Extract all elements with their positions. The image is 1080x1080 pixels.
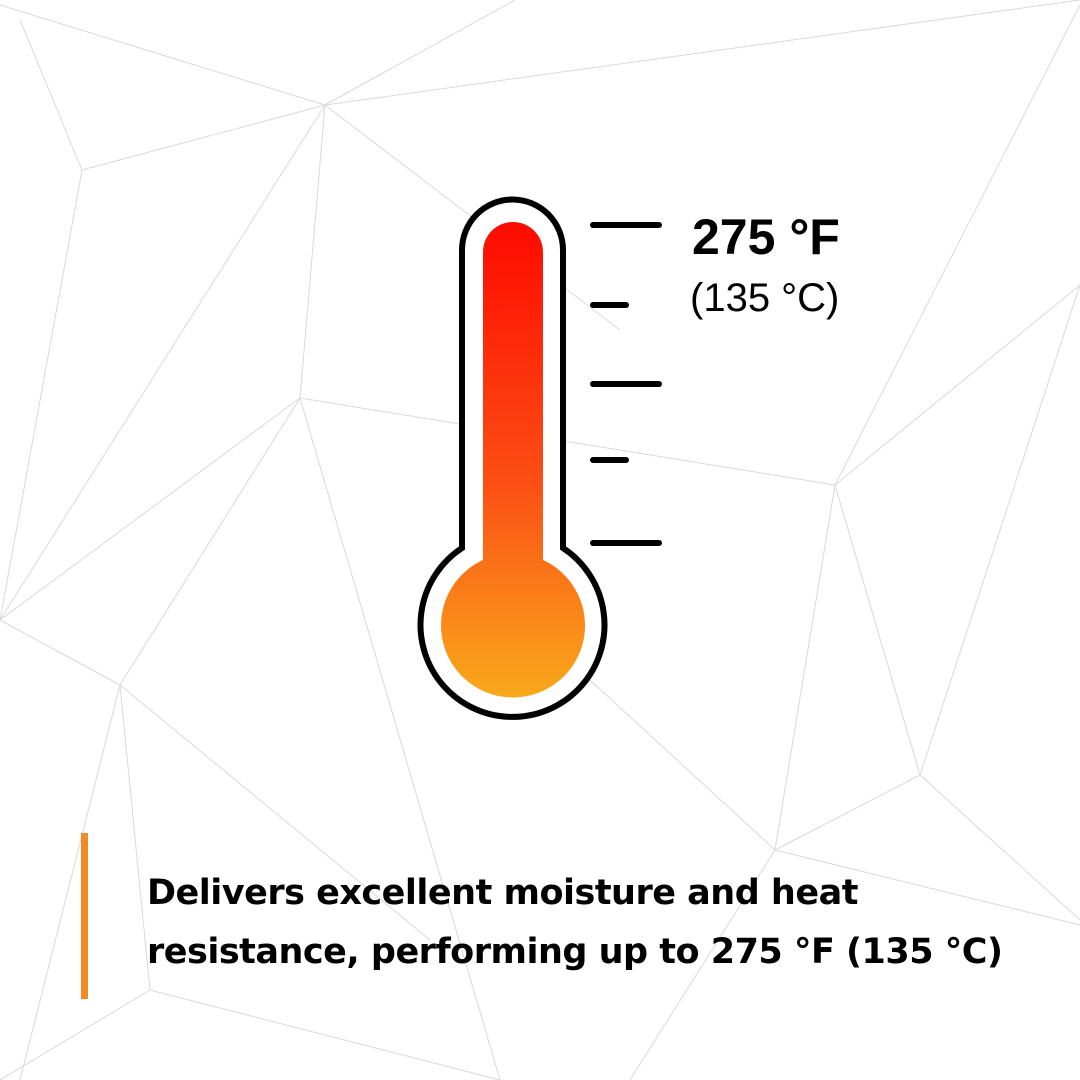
accent-bar [81, 833, 88, 999]
caption: Delivers excellent moisture and heat res… [147, 864, 1047, 982]
caption-line-1: Delivers excellent moisture and heat [147, 873, 858, 913]
thermometer-mercury [441, 222, 585, 698]
caption-line-2: resistance, performing up to 275 °F (135… [147, 932, 1003, 972]
temperature-celsius: (135 °C) [690, 276, 840, 320]
temperature-fahrenheit: 275 °F [692, 209, 840, 265]
